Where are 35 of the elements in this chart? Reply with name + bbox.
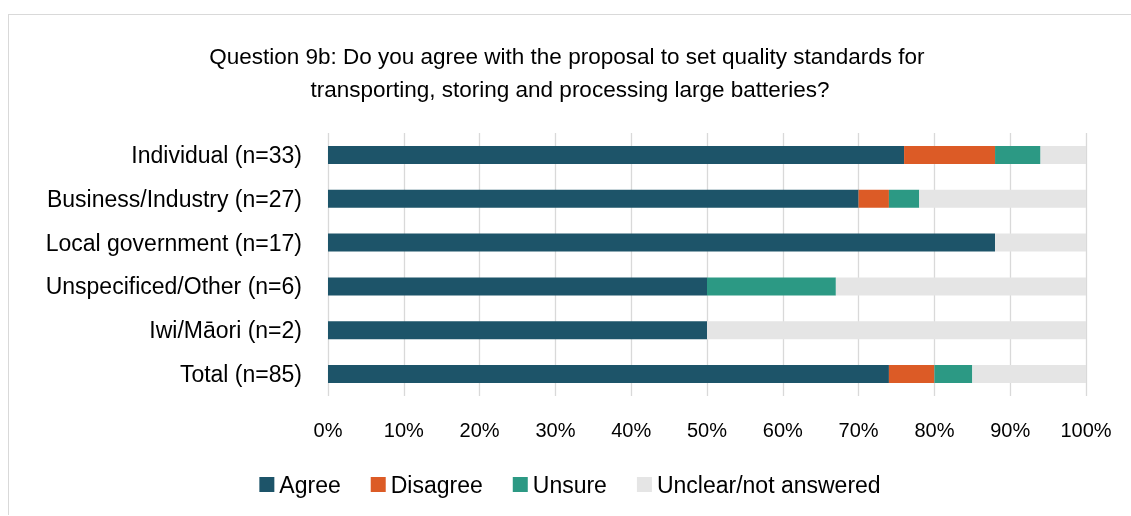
x-tick-label: 50%: [686, 419, 728, 441]
bar: [707, 277, 836, 296]
x-tick-label: 100%: [1060, 419, 1112, 441]
x-tick-label: 20%: [459, 419, 500, 441]
bar: [328, 321, 707, 340]
legend-label: Unsure: [532, 471, 607, 498]
legend-label: Agree: [279, 471, 341, 498]
bar: [328, 277, 707, 296]
bar: [328, 145, 905, 164]
x-tick-label: 80%: [914, 419, 955, 441]
x-tick-label: 40%: [611, 419, 652, 441]
chart-title: Question 9b: Do you agree with the proposal to set quality standards for transporting, storing and processing large batteries?: [209, 44, 931, 102]
bar: [904, 145, 996, 164]
x-tick-label: 0%: [313, 419, 343, 441]
x-tick-label: 70%: [838, 419, 879, 441]
x-tick-label: 60%: [762, 419, 804, 441]
x-tick-label: 10%: [383, 419, 425, 441]
y-tick-label: Iwi/Māori (n=2): [149, 317, 302, 344]
bar: [858, 189, 889, 208]
bar: [328, 233, 996, 252]
bar: [888, 189, 920, 208]
y-tick-label: Business/Industry (n=27): [46, 185, 302, 212]
legend-label: Unclear/not answered: [656, 471, 881, 498]
bar: [995, 145, 1041, 164]
y-tick-label: Unspecificed/Other (n=6): [45, 273, 302, 300]
y-tick-label: Total (n=85): [179, 361, 302, 388]
y-tick-label: Individual (n=33): [131, 141, 302, 168]
x-tick-label: 90%: [990, 419, 1031, 441]
bar: [328, 189, 859, 208]
bar: [934, 365, 973, 384]
bar: [888, 365, 935, 384]
legend-label: Disagree: [390, 471, 483, 498]
x-tick-label: 30%: [535, 419, 576, 441]
y-tick-label: Local government (n=17): [45, 229, 302, 256]
bar: [328, 365, 889, 384]
